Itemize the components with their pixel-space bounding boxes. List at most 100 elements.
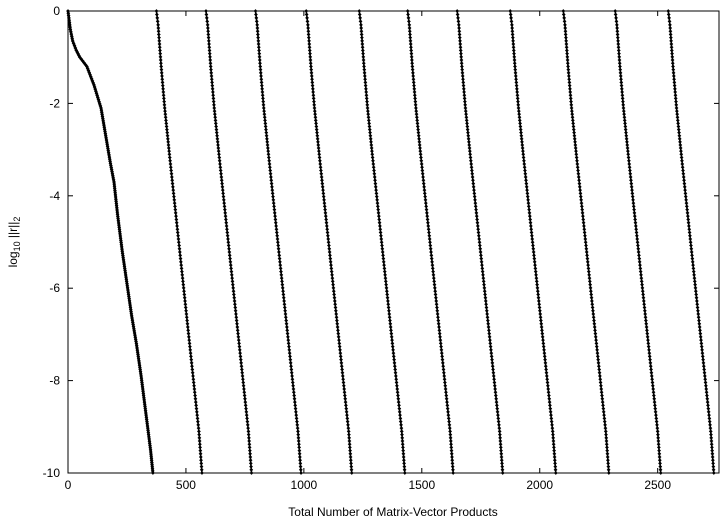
data-point-marker [386,302,391,307]
data-point-marker [397,403,401,408]
data-point-marker [552,458,557,463]
data-point-marker [206,29,211,34]
data-point-marker [575,158,579,163]
data-point-marker [585,256,590,261]
data-point-marker [245,422,250,427]
data-point-marker [364,86,368,91]
data-point-marker [221,197,226,202]
data-point-marker [325,227,330,232]
data-point-marker [190,367,195,372]
data-point-marker [211,99,216,104]
data-point-marker [536,292,541,297]
data-point-marker [710,445,714,450]
data-point-marker [205,22,210,27]
data-point-marker [263,118,267,123]
data-point-marker [422,188,427,192]
data-point-marker [676,124,681,129]
data-point-marker [167,155,172,160]
data-point-marker [680,158,684,163]
data-point-marker [497,432,502,437]
data-point-marker [391,351,396,356]
data-point-marker [99,110,104,115]
data-point-marker [525,194,530,199]
data-point-marker [602,416,607,421]
data-point-marker [254,12,258,17]
data-point-marker [224,220,229,225]
data-point-marker [587,276,592,281]
data-point-marker [113,197,118,202]
data-point-marker [685,214,690,219]
data-point-marker [276,250,281,254]
data-point-marker [458,42,463,46]
data-point-marker [510,32,515,37]
data-point-marker [437,331,442,336]
data-point-marker [157,35,161,40]
data-point-marker [541,344,546,349]
data-point-marker [308,51,312,56]
data-point-marker [563,26,568,30]
data-point-marker [564,38,569,43]
data-point-marker [179,263,184,267]
data-point-marker [509,19,514,24]
data-point-marker [298,458,302,463]
data-point-marker [409,54,414,59]
data-point-marker [472,188,476,192]
data-point-marker [213,115,218,120]
data-point-marker [181,282,186,287]
data-point-marker [260,86,265,91]
data-point-marker [114,205,119,210]
data-point-marker [247,439,252,443]
data-point-marker [192,387,197,391]
data-point-marker [689,243,693,248]
data-point-marker [627,165,632,170]
data-point-marker [293,406,298,411]
data-point-marker [469,162,474,166]
data-point-marker [459,54,464,59]
data-point-marker [401,445,405,450]
data-point-marker [267,162,272,166]
data-point-marker [249,464,253,469]
data-point-marker [412,90,417,94]
data-point-marker [440,357,445,362]
data-point-marker [382,263,386,267]
data-point-marker [369,143,374,147]
data-point-marker [113,192,118,197]
data-point-marker [168,162,173,166]
data-point-marker [151,471,155,475]
data-point-marker [307,45,312,50]
data-point-marker [494,396,499,401]
data-point-marker [176,233,180,238]
data-point-marker [705,400,710,404]
convergence-series-6 [357,9,407,475]
data-point-marker [291,383,296,388]
data-point-marker [339,364,344,369]
data-point-marker [264,133,269,138]
data-point-marker [446,409,450,414]
data-point-marker [225,230,230,235]
data-point-marker [491,374,496,378]
data-point-marker [240,377,245,382]
data-point-marker [414,112,419,117]
data-point-marker [229,266,233,271]
data-point-marker [282,299,286,303]
data-point-marker [447,422,452,427]
data-point-marker [399,426,404,431]
data-point-marker [566,67,571,72]
data-point-marker [198,455,203,459]
data-point-marker [464,118,469,123]
data-point-marker [489,354,494,359]
data-point-marker [229,272,234,277]
data-point-marker [599,387,604,391]
data-point-marker [294,416,299,421]
data-point-marker [401,448,406,453]
data-point-marker [603,426,608,431]
data-point-marker [177,246,182,251]
data-point-marker [383,279,388,284]
data-point-marker [514,77,518,82]
data-point-marker [368,136,373,141]
data-point-marker [359,29,364,34]
data-point-marker [449,445,454,450]
data-point-marker [375,204,380,209]
data-point-marker [463,102,468,107]
data-point-marker [671,74,676,78]
